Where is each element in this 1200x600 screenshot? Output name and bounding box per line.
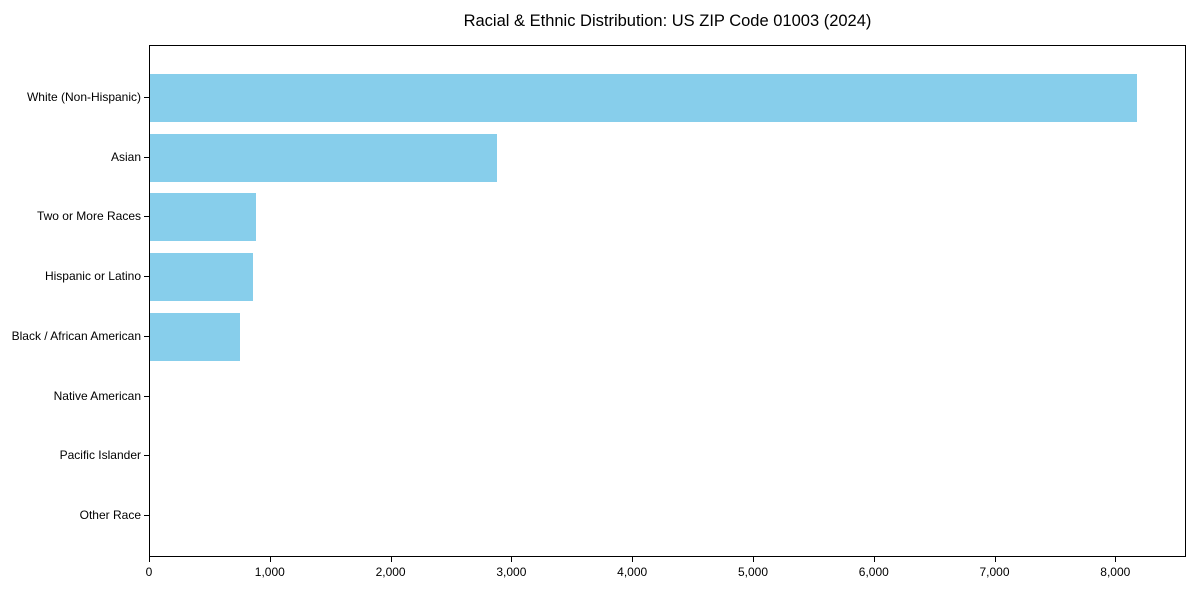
x-tick-mark [1115,557,1117,562]
x-tick-label: 8,000 [1100,565,1131,579]
y-tick-mark [144,455,149,457]
x-tick-mark [632,557,634,562]
y-tick-mark [144,276,149,278]
x-tick-label: 3,000 [496,565,527,579]
y-tick-label-other-race: Other Race [79,508,141,522]
bar-black-african-american [150,312,240,361]
x-tick-mark [269,557,271,562]
y-tick-label-white-non-hispanic: White (Non-Hispanic) [26,90,141,104]
y-tick-mark [144,335,149,337]
bar-white-non-hispanic [150,74,1137,122]
y-tick-label-two-or-more-races: Two or More Races [36,209,141,224]
bar-two-or-more-races [150,193,257,242]
bar-asian [150,133,497,182]
y-tick-mark [144,156,149,158]
y-tick-mark [144,97,149,98]
x-tick-label: 7,000 [979,565,1010,579]
y-tick-mark [144,395,149,397]
y-tick-mark [144,216,149,218]
y-tick-label-pacific-islander: Pacific Islander [59,448,141,463]
x-tick-label: 2,000 [375,565,406,579]
y-tick-label-black-african-american: Black / African American [11,328,141,343]
x-tick-label: 0 [145,565,153,579]
x-tick-label: 4,000 [617,565,648,579]
x-tick-mark [390,557,392,562]
y-tick-label-hispanic-or-latino: Hispanic or Latino [44,269,141,284]
x-tick-mark [873,557,875,562]
x-tick-mark [994,557,996,562]
y-tick-label-native-american: Native American [53,388,141,403]
chart-title: Racial & Ethnic Distribution: US ZIP Cod… [463,12,872,30]
x-tick-label: 1,000 [254,565,285,579]
y-tick-label-asian: Asian [110,149,141,164]
x-tick-label: 5,000 [737,565,769,579]
plot-area [149,45,1186,557]
x-tick-mark [753,557,754,562]
bar-hispanic-or-latino [150,253,253,302]
x-tick-label: 6,000 [858,565,889,579]
x-tick-mark [511,557,513,562]
x-tick-mark [149,557,150,562]
y-tick-mark [144,515,149,516]
